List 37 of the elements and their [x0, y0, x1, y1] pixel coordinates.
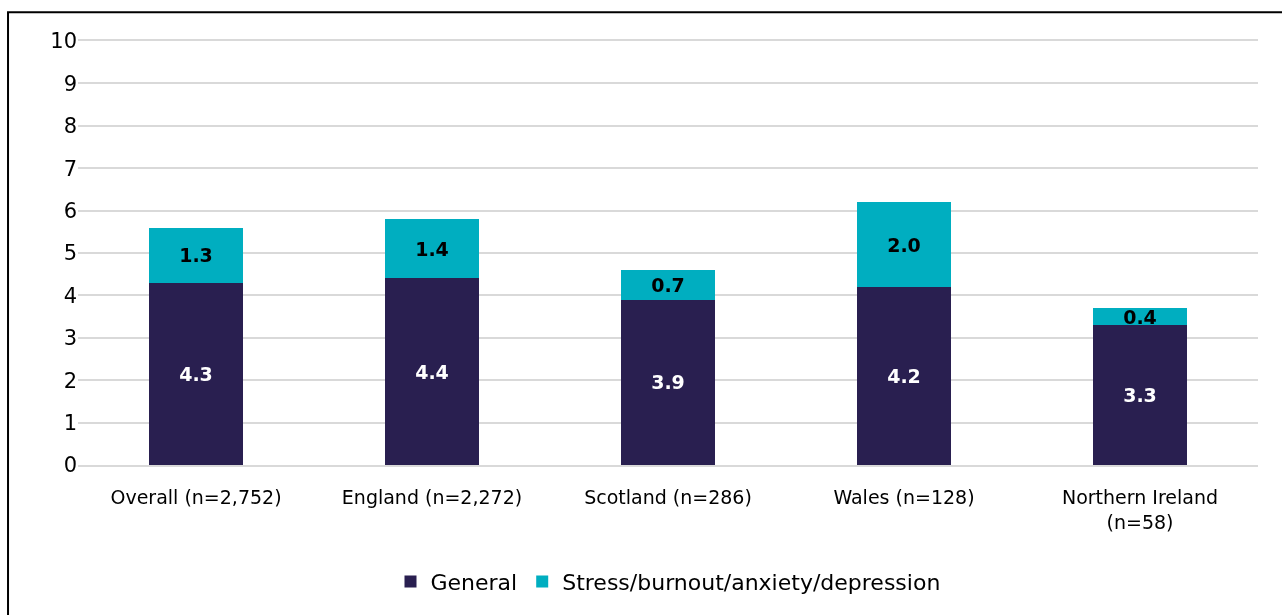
bar	[1092, 325, 1188, 465]
data-label: 4.3	[179, 362, 213, 385]
data-label: 0.4	[1123, 305, 1157, 328]
y-tick-label: 5	[63, 241, 77, 266]
bar	[856, 286, 952, 465]
x-tick-label: Scotland (n=286)	[584, 485, 752, 508]
y-tick-label: 8	[63, 114, 77, 139]
bar	[384, 278, 480, 465]
bar	[384, 219, 480, 279]
bar	[620, 299, 716, 465]
data-label: 1.3	[179, 244, 213, 267]
data-label: 2.0	[887, 233, 921, 256]
legend-label: Stress/burnout/anxiety/depression	[562, 569, 941, 595]
x-tick-label: Wales (n=128)	[833, 485, 975, 508]
data-label: 4.4	[415, 360, 449, 383]
y-tick-label: 7	[63, 156, 77, 181]
data-label: 4.2	[887, 364, 921, 387]
y-tick-label: 6	[63, 198, 77, 223]
data-label: 3.9	[651, 371, 685, 394]
x-tick-label: Northern Ireland (n=58)	[1061, 485, 1219, 533]
data-label: 0.7	[651, 273, 685, 296]
y-tick-label: 9	[63, 71, 77, 96]
bar	[148, 227, 244, 283]
y-tick-label: 10	[50, 29, 77, 54]
data-label: 1.4	[415, 237, 449, 260]
y-tick-label: 1	[63, 410, 77, 435]
y-tick-label: 2	[63, 368, 77, 393]
bar	[620, 269, 716, 300]
y-tick-label: 4	[63, 283, 77, 308]
data-label: 3.3	[1123, 384, 1157, 407]
bar	[856, 202, 952, 287]
x-tick-label: Overall (n=2,752)	[110, 485, 282, 508]
legend-label: General	[430, 569, 518, 595]
y-tick-label: 3	[63, 326, 77, 351]
x-tick-label: England (n=2,272)	[341, 485, 523, 508]
y-tick-label: 0	[63, 453, 77, 478]
bar	[148, 282, 244, 465]
